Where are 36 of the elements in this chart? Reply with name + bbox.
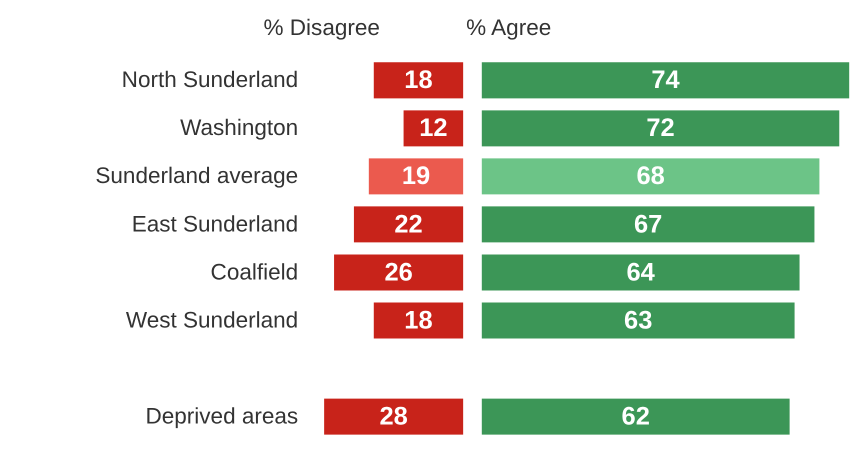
- bar: [482, 206, 814, 242]
- y-tick-label: West Sunderland: [126, 307, 298, 332]
- series-label: % Disagree: [264, 14, 380, 40]
- bar: [354, 206, 464, 242]
- bar: [482, 110, 840, 146]
- data-label: 22: [394, 210, 423, 238]
- y-tick-label: Washington: [180, 115, 298, 140]
- data-label: 64: [626, 258, 656, 286]
- y-tick-label: Sunderland average: [95, 163, 298, 188]
- data-label: 18: [404, 66, 433, 94]
- y-tick-label: Coalfield: [210, 259, 298, 284]
- bar: [482, 398, 790, 435]
- data-label: 12: [419, 114, 448, 142]
- data-label: 19: [402, 162, 430, 190]
- data-label: 26: [384, 258, 413, 286]
- y-tick-label: North Sunderland: [122, 67, 298, 92]
- data-label: 72: [646, 114, 675, 142]
- data-label: 18: [404, 306, 433, 334]
- data-label: 74: [651, 66, 680, 94]
- bar: [368, 158, 464, 194]
- data-label: 67: [634, 210, 662, 238]
- bar: [482, 302, 795, 339]
- data-label: 63: [624, 306, 652, 334]
- bar: [482, 62, 850, 98]
- bar: [374, 302, 464, 339]
- bar: [482, 254, 800, 290]
- data-label: 62: [622, 402, 650, 430]
- y-tick-label: Deprived areas: [146, 403, 298, 428]
- bar: [334, 254, 464, 290]
- y-tick-label: East Sunderland: [132, 211, 298, 236]
- data-label: 28: [379, 402, 408, 430]
- bar: [324, 398, 464, 435]
- bar: [482, 158, 820, 194]
- series-label: % Agree: [466, 14, 552, 40]
- bar: [374, 62, 464, 98]
- data-label: 68: [636, 162, 665, 190]
